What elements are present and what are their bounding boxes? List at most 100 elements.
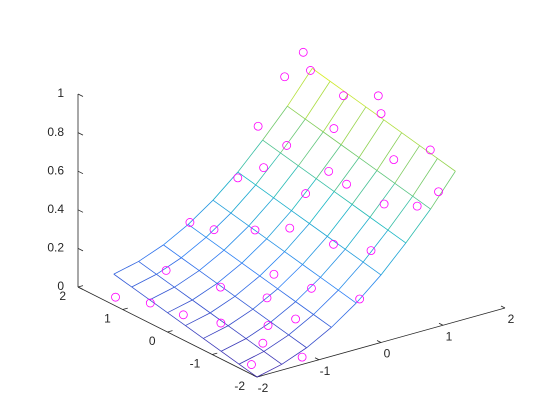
mesh-edge: [252, 308, 272, 323]
mesh-edge: [245, 338, 265, 352]
scatter-point: [262, 293, 272, 303]
z-tick-label: 0: [57, 279, 64, 293]
y-tick: [167, 330, 173, 333]
z-tick: [77, 209, 84, 213]
mesh-edge: [181, 257, 200, 271]
mesh-edge: [419, 145, 438, 159]
z-tick: [77, 248, 84, 252]
mesh-edge: [331, 302, 357, 328]
scatter-point: [111, 292, 120, 302]
y-tick-label: 2: [59, 289, 66, 303]
mesh-edge: [266, 238, 285, 252]
mesh-edge: [412, 158, 438, 197]
mesh-edge: [252, 288, 278, 310]
mesh-edge: [291, 210, 310, 224]
mesh-edge: [163, 224, 189, 246]
mesh-edge: [149, 286, 175, 301]
mesh-edge: [320, 248, 346, 278]
mesh-edge: [315, 144, 342, 179]
mesh-edge: [288, 334, 307, 349]
mesh-edge: [351, 170, 378, 205]
mesh-edge: [306, 327, 332, 349]
mesh-edge: [394, 145, 420, 184]
mesh-edge: [156, 257, 182, 275]
mesh-edge: [192, 283, 218, 301]
mesh-edge: [205, 237, 225, 251]
mesh-edge: [209, 295, 236, 314]
z-tick: [77, 132, 84, 136]
mesh-edge: [263, 334, 289, 352]
mesh-edge: [284, 251, 303, 265]
mesh-edge: [337, 261, 364, 291]
mesh-edge: [255, 152, 281, 186]
scatter-point: [258, 338, 268, 348]
mesh-edge: [327, 236, 346, 250]
mesh-edge: [362, 261, 382, 276]
scatter-point: [339, 91, 348, 101]
mesh-edge: [167, 299, 193, 314]
mesh-edge: [333, 157, 360, 192]
scatter-point: [297, 352, 307, 362]
mesh-edge: [322, 131, 342, 146]
mesh-edge: [230, 184, 257, 214]
mesh-edge: [287, 68, 313, 107]
mesh-edge: [387, 195, 414, 231]
scatter-point: [247, 360, 256, 369]
scatter-point: [282, 141, 292, 150]
mesh-edge: [376, 170, 396, 184]
x-tick: [314, 357, 320, 361]
x-tick-label: 0: [384, 347, 391, 361]
scatter-point: [329, 124, 339, 133]
mesh-edge: [216, 283, 236, 297]
scatter-point: [263, 321, 273, 330]
scatter-point: [233, 173, 243, 183]
mesh-edge: [401, 132, 420, 146]
mesh-edge: [216, 262, 243, 284]
mesh-edge: [198, 270, 218, 284]
mesh-edge: [333, 191, 353, 205]
mesh-edge: [238, 363, 258, 378]
mesh-edge: [227, 325, 247, 339]
mesh-edge: [311, 68, 331, 82]
scatter-point: [178, 310, 188, 320]
mesh-edge: [237, 171, 256, 186]
mesh-edge: [302, 236, 328, 265]
mesh-edge: [412, 195, 431, 210]
y-tick: [77, 285, 84, 288]
scatter-point: [145, 298, 155, 308]
scatter-point: [216, 282, 225, 292]
scatter-point: [185, 218, 195, 227]
mesh-edge: [287, 105, 306, 120]
z-tick-label: 1: [57, 86, 64, 100]
mesh-edge: [344, 248, 364, 263]
mesh-edge: [227, 308, 254, 327]
mesh-edge: [131, 286, 150, 301]
mesh-edge: [295, 277, 321, 302]
mesh-edge: [273, 165, 299, 199]
mesh-edge: [270, 301, 296, 323]
mesh-edge: [205, 212, 232, 238]
scatter-point: [291, 314, 301, 324]
mesh-edge: [437, 158, 456, 172]
mesh-edge: [220, 350, 240, 365]
mesh-edge: [255, 184, 274, 199]
x-tick-label: 1: [446, 329, 453, 343]
mesh-edge: [298, 131, 324, 167]
mesh-edge: [291, 178, 317, 211]
mesh-edge: [203, 325, 229, 339]
scatter-point: [366, 246, 376, 256]
mesh-edge: [138, 261, 157, 275]
mesh-edge: [174, 270, 200, 288]
scatter-point: [324, 166, 334, 176]
mesh-edge: [387, 229, 407, 244]
z-tick: [77, 93, 84, 97]
mesh-edge: [131, 273, 157, 288]
mesh-edge: [380, 242, 407, 276]
mesh-edge: [280, 118, 306, 154]
y-tick-label: -1: [190, 357, 201, 371]
mesh-edge: [304, 81, 331, 120]
mesh-edge: [369, 216, 389, 231]
mesh-edge: [305, 118, 324, 133]
mesh-edge: [192, 299, 211, 314]
mesh-edge: [280, 152, 299, 167]
